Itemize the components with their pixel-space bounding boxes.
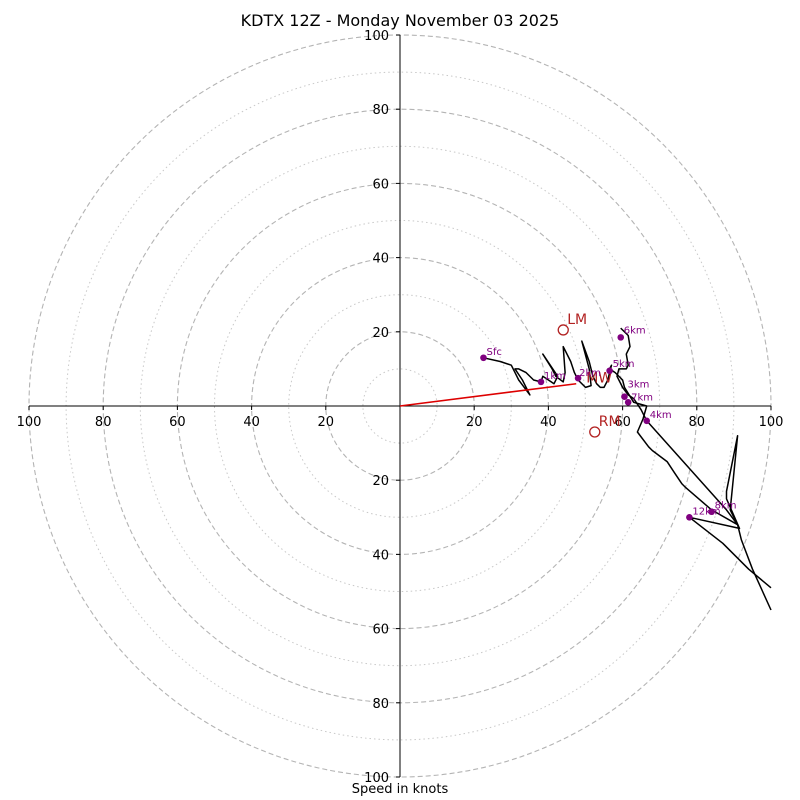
y-tick-label: 20 [372,474,389,489]
series-line-upper [616,327,772,611]
x-tick-label: 40 [540,415,557,430]
height-label-4km: 4km [650,410,672,421]
height-label-3km: 3km [627,380,649,391]
height-marker-2km [574,374,582,382]
y-tick-label: 40 [372,252,389,267]
storm-motion-marker-lm [557,324,569,336]
height-marker-1km [537,378,545,386]
height-marker-5km [606,367,613,375]
mean-wind-vector [399,382,577,407]
height-marker-7km [624,398,632,406]
y-tick-label: 80 [372,103,389,118]
height-marker-6km [617,334,625,341]
storm-motion-marker-rm [589,426,601,438]
x-tick-label: 60 [614,415,631,430]
chart-title: KDTX 12Z - Monday November 03 2025 [240,11,560,30]
height-label-7km: 7km [631,392,653,403]
height-label-1km: 1km [544,371,566,382]
x-tick-label: 20 [318,415,335,430]
x-tick-label: 60 [169,415,186,430]
x-tick-label: 40 [243,415,260,430]
height-marker-8km [708,508,715,516]
height-label-12km: 12km [692,506,720,517]
x-tick-label: 80 [95,415,112,430]
x-tick-label: 20 [466,415,483,430]
height-label-2km: 2km [579,368,601,379]
y-tick-label: 60 [372,623,389,638]
y-tick-label: 60 [372,177,389,192]
height-label-sfc: Sfc [486,347,501,358]
y-tick-label: 100 [364,771,389,786]
y-tick-label: 20 [372,326,389,341]
y-tick-label: 80 [372,697,389,712]
series-line-hodograph [483,340,772,589]
height-marker-3km [621,393,628,401]
height-label-6km: 6km [624,325,646,336]
x-axis-label: Speed in knots [351,782,449,797]
height-marker-12km [686,514,693,521]
storm-motion-label-lm: LM [567,312,587,328]
height-label-8km: 8km [715,501,737,512]
storm-motion-label-rm: RM [599,414,621,430]
x-tick-label: 100 [759,415,784,430]
y-tick-label: 40 [372,548,389,563]
mean-wind-label: MW [586,371,612,387]
y-tick-label: 100 [364,29,389,44]
height-marker-4km [643,417,651,425]
x-tick-label: 80 [689,415,706,430]
height-label-5km: 5km [613,359,635,370]
x-tick-label: 100 [17,415,42,430]
height-marker-sfc [480,354,487,362]
